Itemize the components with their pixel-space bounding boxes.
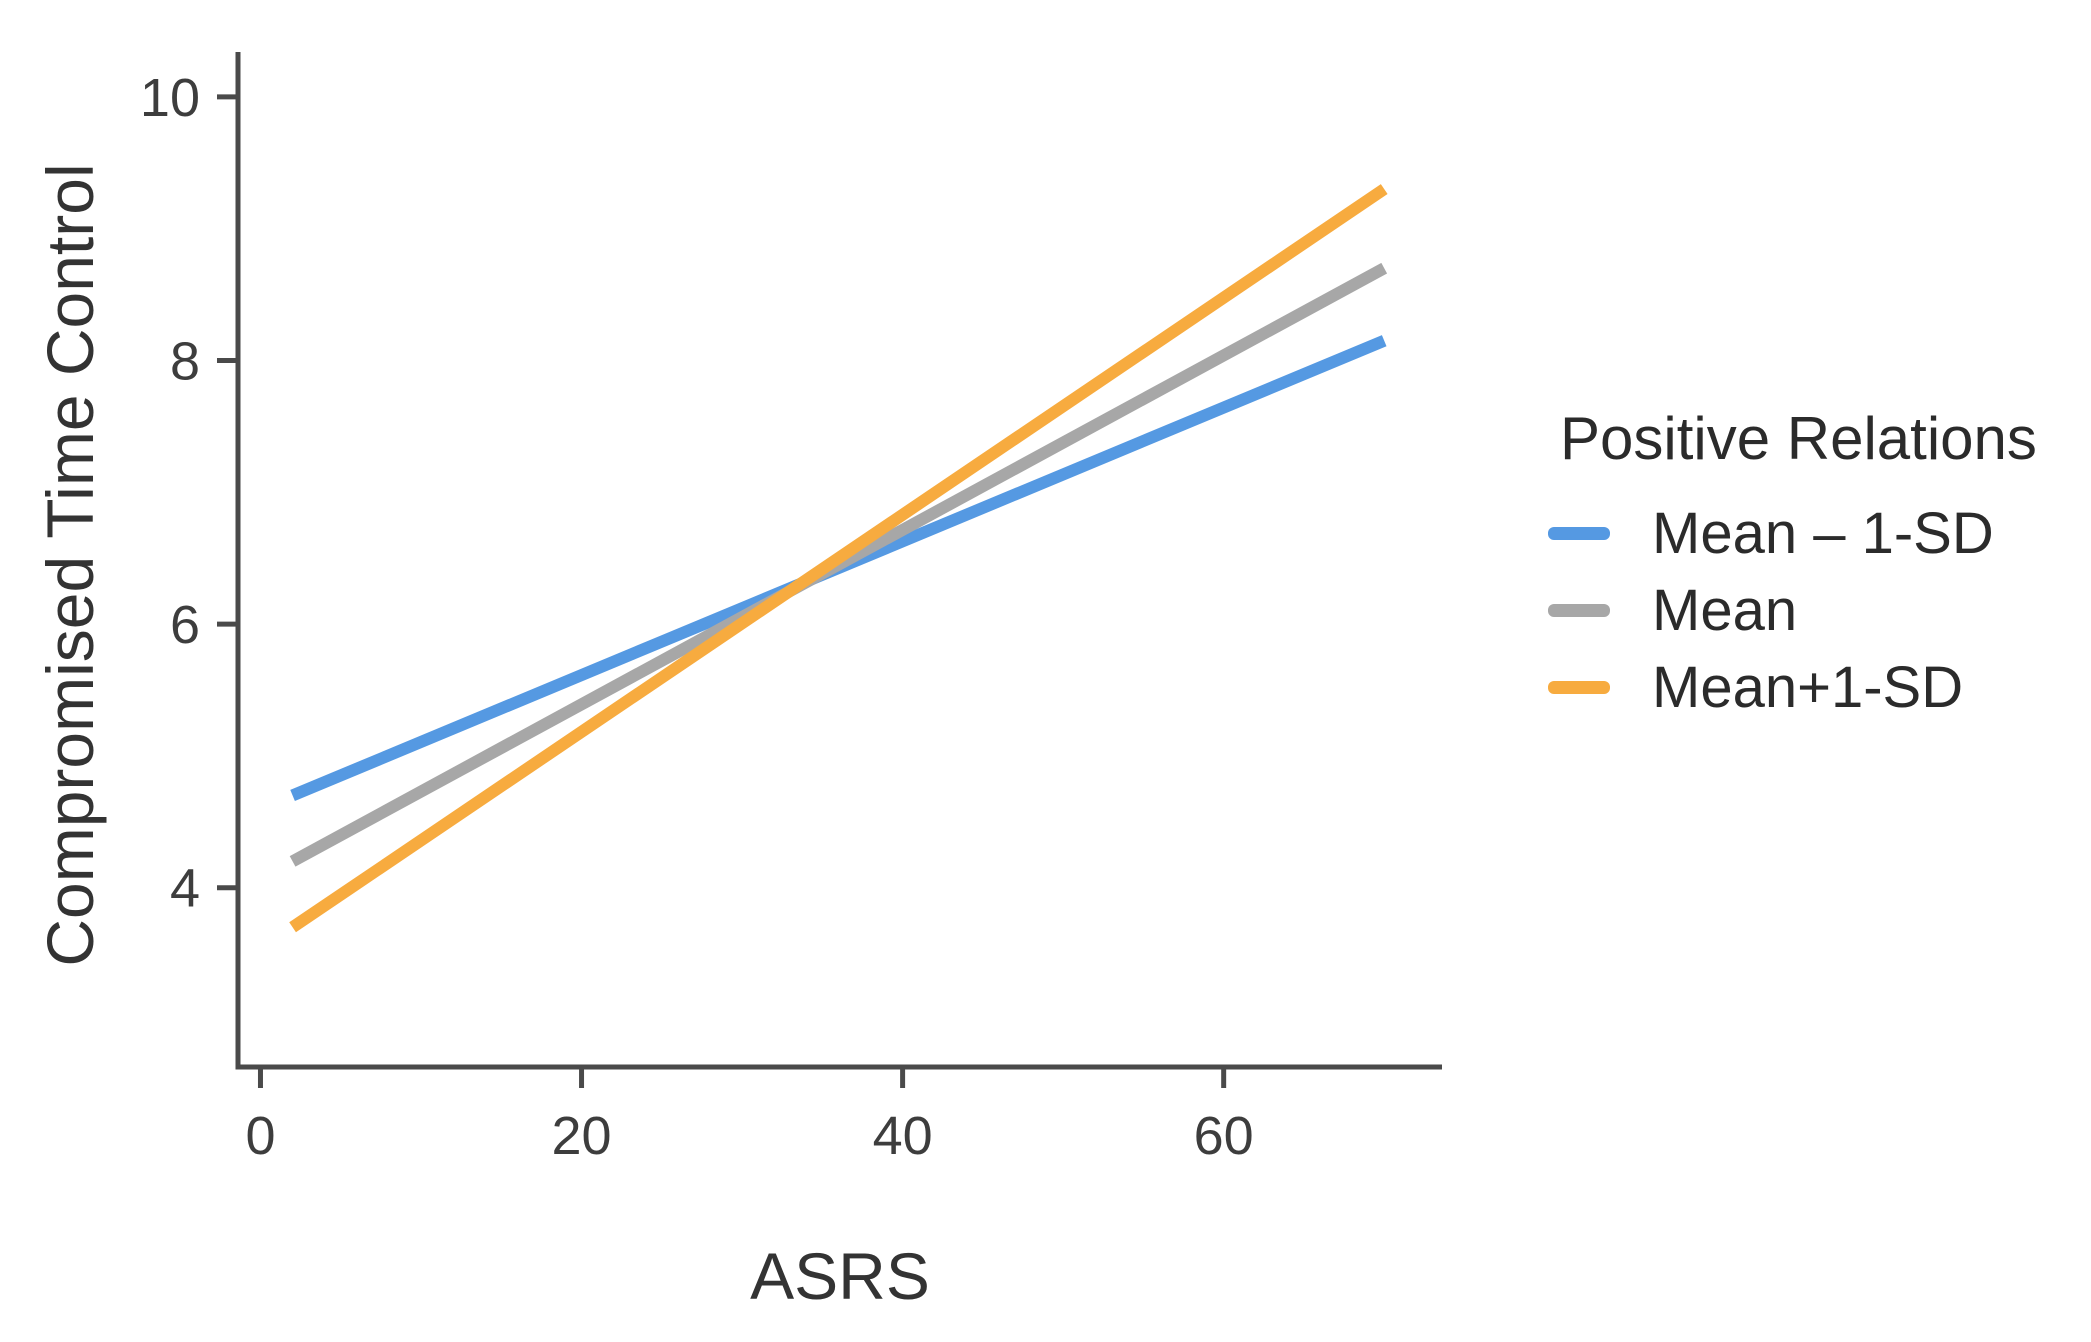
x-axis-title: ASRS [750, 1239, 930, 1313]
series-line-2 [289, 184, 1388, 933]
legend-item: Mean – 1-SD [1548, 495, 2037, 572]
y-axis-title: Compromised Time Control [33, 163, 107, 967]
legend-swatch-mean-minus-1sd [1548, 527, 1610, 540]
legend-label-mean-plus-1sd: Mean+1-SD [1652, 655, 1964, 720]
legend-label-mean-minus-1sd: Mean – 1-SD [1652, 501, 1994, 566]
y-tick-label: 8 [170, 331, 200, 391]
legend-item: Mean+1-SD [1548, 649, 2037, 726]
y-tick-label: 4 [170, 859, 200, 919]
y-tick-label: 6 [170, 595, 200, 655]
legend-title: Positive Relations [1560, 405, 2037, 472]
x-tick-label: 60 [1194, 1106, 1254, 1166]
x-tick-label: 0 [245, 1106, 275, 1166]
y-tick-label: 10 [140, 68, 200, 128]
x-tick-label: 40 [873, 1106, 933, 1166]
legend-label-mean: Mean [1652, 578, 1798, 643]
legend: Positive Relations Mean – 1-SD Mean Mean… [1548, 404, 2037, 726]
legend-item: Mean [1548, 572, 2037, 649]
legend-swatch-mean-plus-1sd [1548, 681, 1610, 694]
x-tick-label: 20 [552, 1106, 612, 1166]
legend-swatch-mean [1548, 604, 1610, 617]
